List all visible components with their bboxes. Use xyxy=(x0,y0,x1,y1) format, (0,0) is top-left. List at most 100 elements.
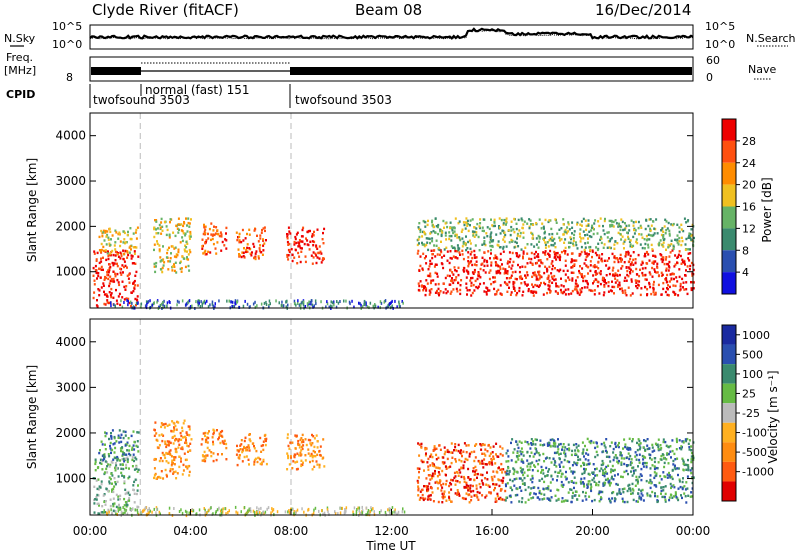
freq-unit: [MHz] xyxy=(4,64,36,77)
velocity-colorbar: 1000 500 100 25 -25 -100 -500 -1000 xyxy=(721,324,774,502)
colorbar-swatch xyxy=(722,162,736,185)
colorbar-tick-label: -25 xyxy=(742,407,760,420)
colorbar-swatch xyxy=(722,422,736,443)
colorbar-swatch xyxy=(722,364,736,384)
y-tick-label: 4000 xyxy=(55,129,86,143)
x-tick-label: 12:00 xyxy=(374,524,409,538)
vel-region-6 xyxy=(416,442,507,504)
colorbar-tick-label: 28 xyxy=(742,135,756,148)
vel-region-2 xyxy=(153,419,193,480)
beam-title: Beam 08 xyxy=(355,1,422,19)
colorbar-tick-label: 24 xyxy=(742,157,756,170)
vel-region-4 xyxy=(235,433,268,467)
velocity-data xyxy=(92,319,695,518)
velocity-xticks: 00:00 04:00 08:00 12:00 16:00 20:00 00:00 xyxy=(73,509,711,538)
vel-region-5 xyxy=(286,433,326,471)
nsearch-trace xyxy=(89,29,693,40)
freq-band-b xyxy=(290,67,692,75)
power-colorbar: 4 8 12 16 20 24 28 xyxy=(721,118,756,295)
power-cbar-label: Power [dB] xyxy=(760,177,774,242)
colorbar-tick-label: -1000 xyxy=(742,466,774,479)
colorbar-tick-label: 100 xyxy=(742,368,763,381)
cpid-row: CPID twofsound 3503 normal (fast) 151 tw… xyxy=(6,83,392,108)
power-region-4 xyxy=(235,226,267,261)
power-yticks: 1000 2000 3000 4000 xyxy=(55,129,693,279)
colorbar-swatch xyxy=(722,250,736,273)
colorbar-tick-label: -500 xyxy=(742,446,767,459)
x-tick-label: 00:00 xyxy=(676,524,711,538)
freq-band-a xyxy=(91,67,141,75)
colorbar-tick-label: 4 xyxy=(742,266,749,279)
nave-tick-top: 60 xyxy=(706,54,720,67)
nsky-panel: N.Sky 10^5 10^0 10^5 10^0 N.Search xyxy=(4,20,796,51)
nsearch-tick-bottom: 10^0 xyxy=(705,38,735,51)
colorbar-tick-label: 12 xyxy=(742,222,756,235)
x-tick-label: 08:00 xyxy=(274,524,309,538)
power-region-7 xyxy=(416,217,695,252)
nave-label: Nave xyxy=(748,63,776,76)
vel-region-7 xyxy=(504,437,695,504)
y-tick-label: 3000 xyxy=(55,380,86,394)
colorbar-swatch xyxy=(722,228,736,251)
velocity-panel: 1000 2000 3000 4000 00:00 04:00 08:00 12:00 16:… xyxy=(25,318,780,553)
colorbar-swatch xyxy=(722,140,736,163)
colorbar-tick-label: 25 xyxy=(742,387,756,400)
cpid-label: CPID xyxy=(6,88,35,101)
nsearch-label: N.Search xyxy=(746,32,796,45)
x-tick-label: 20:00 xyxy=(575,524,610,538)
power-panel: 1000 2000 3000 4000 Slant Range [km] 4 8 12 16… xyxy=(25,112,774,310)
nsky-label: N.Sky xyxy=(4,32,36,45)
colorbar-tick-label: 500 xyxy=(742,348,763,361)
power-region-2 xyxy=(153,217,192,274)
nave-tick-bottom: 0 xyxy=(706,71,713,84)
power-frame xyxy=(89,112,694,309)
colorbar-tick-label: 8 xyxy=(742,244,749,257)
colorbar-swatch xyxy=(722,383,736,404)
vel-region-1 xyxy=(98,429,140,463)
cpid-segment-3: twofsound 3503 xyxy=(295,93,392,107)
colorbar-swatch xyxy=(722,481,736,501)
nsearch-tick-top: 10^5 xyxy=(705,20,735,33)
colorbar-tick-label: 20 xyxy=(742,179,756,192)
freq-frame xyxy=(89,56,694,82)
vel-region-3 xyxy=(200,428,228,463)
power-region-6 xyxy=(416,249,695,297)
x-tick-label: 16:00 xyxy=(475,524,510,538)
colorbar-tick-label: 16 xyxy=(742,201,756,214)
power-region-3 xyxy=(201,222,228,256)
power-ylabel: Slant Range [km] xyxy=(25,158,39,262)
colorbar-swatch xyxy=(722,325,736,345)
velocity-yticks: 1000 2000 3000 4000 xyxy=(55,335,693,486)
nsky-tick-bottom: 10^0 xyxy=(52,38,82,51)
velocity-xlabel: Time UT xyxy=(365,539,416,553)
freq-panel: Freq. [MHz] 8 60 0 Nave xyxy=(4,51,776,84)
y-tick-label: 2000 xyxy=(55,219,86,233)
cpid-segment-1: twofsound 3503 xyxy=(93,93,190,107)
freq-tick: 8 xyxy=(66,71,73,84)
y-tick-label: 3000 xyxy=(55,174,86,188)
x-tick-label: 00:00 xyxy=(73,524,108,538)
colorbar-swatch xyxy=(722,184,736,207)
colorbar-swatch xyxy=(722,344,736,365)
nsky-trace xyxy=(89,27,694,40)
colorbar-swatch xyxy=(722,272,736,294)
y-tick-label: 1000 xyxy=(55,472,86,486)
power-region-0 xyxy=(92,249,140,308)
velocity-ylabel: Slant Range [km] xyxy=(25,365,39,469)
vel-region-0 xyxy=(92,456,140,515)
colorbar-swatch xyxy=(722,403,736,423)
y-tick-label: 2000 xyxy=(55,426,86,440)
power-region-1 xyxy=(98,226,139,256)
nsky-tick-top: 10^5 xyxy=(52,20,82,33)
cpid-segment-2: normal (fast) 151 xyxy=(145,83,249,97)
power-data xyxy=(92,113,695,310)
date-title: 16/Dec/2014 xyxy=(595,1,691,19)
y-tick-label: 4000 xyxy=(55,335,86,349)
y-tick-label: 1000 xyxy=(55,265,86,279)
freq-label: Freq. xyxy=(6,51,33,64)
power-region-5 xyxy=(286,226,326,265)
velocity-cbar-label: Velocity [m s⁻¹] xyxy=(766,370,780,463)
colorbar-swatch xyxy=(722,206,736,229)
x-tick-label: 04:00 xyxy=(173,524,208,538)
